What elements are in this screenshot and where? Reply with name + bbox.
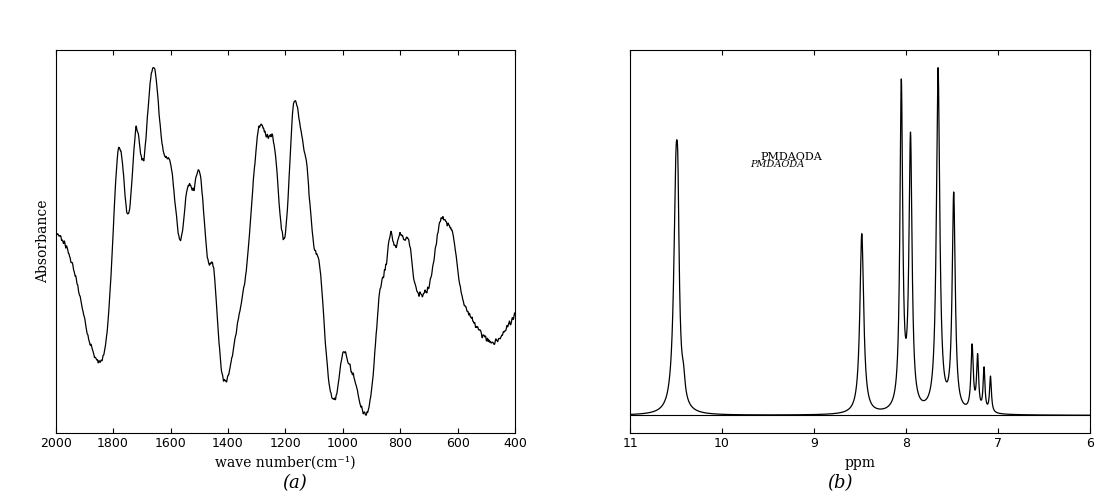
Text: PMDAODA: PMDAODA [751,160,804,170]
Text: (b): (b) [827,474,852,492]
X-axis label: wave number(cm⁻¹): wave number(cm⁻¹) [215,456,356,470]
Text: PMDAODA: PMDAODA [761,152,822,162]
X-axis label: ppm: ppm [844,456,875,470]
Y-axis label: Absorbance: Absorbance [36,200,50,283]
Text: (a): (a) [282,474,307,492]
